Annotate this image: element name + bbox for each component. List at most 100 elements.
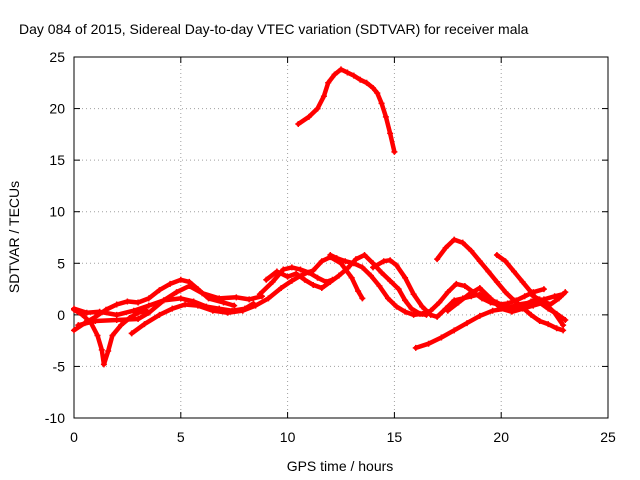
data-point (348, 274, 355, 281)
data-point (113, 317, 120, 324)
data-point (318, 258, 325, 265)
data-point (280, 266, 287, 273)
data-point (487, 295, 494, 302)
data-point (515, 301, 522, 308)
data-point (342, 258, 349, 265)
data-point (105, 347, 112, 354)
data-point (427, 311, 434, 318)
data-point (393, 262, 400, 269)
data-point (94, 332, 101, 339)
data-point (391, 148, 398, 155)
series-arc-14 (493, 252, 569, 324)
data-point (295, 121, 302, 128)
data-point (402, 308, 409, 315)
data-point (220, 299, 227, 306)
data-point (476, 285, 483, 292)
data-point (288, 277, 295, 284)
data-point (419, 310, 426, 317)
data-point (135, 299, 142, 306)
data-point (451, 236, 458, 243)
data-point (402, 297, 409, 304)
data-point (135, 315, 142, 322)
data-point (293, 270, 300, 277)
data-point (186, 282, 193, 289)
x-axis-label: GPS time / hours (287, 458, 394, 474)
data-point (145, 309, 152, 316)
data-point (209, 307, 216, 314)
data-point (425, 340, 432, 347)
axis-ticks: 0 5 10 15 20 25 -10 -5 0 5 10 15 20 25 (45, 49, 616, 445)
data-point (540, 286, 547, 293)
data-point (367, 272, 374, 279)
data-point (363, 79, 370, 86)
data-point (325, 79, 332, 86)
y-tick-label: -5 (53, 358, 66, 374)
series-arc-5 (128, 254, 366, 337)
data-point (555, 295, 562, 302)
data-point (83, 309, 90, 316)
data-point (444, 307, 451, 314)
y-tick-label: 10 (49, 204, 65, 220)
x-tick-label: 5 (177, 429, 185, 445)
data-point (284, 273, 291, 280)
data-point (117, 322, 124, 329)
y-tick-label: 0 (57, 307, 65, 323)
data-point (130, 307, 137, 314)
data-point (442, 244, 449, 251)
series-line (434, 237, 566, 333)
data-point (511, 268, 518, 275)
data-point (113, 311, 120, 318)
data-point (350, 260, 357, 267)
data-point (370, 264, 377, 271)
data-point (182, 301, 189, 308)
data-point (92, 318, 99, 325)
data-point (502, 258, 509, 265)
y-tick-label: 15 (49, 152, 65, 168)
data-point (109, 332, 116, 339)
data-point (560, 327, 567, 334)
data-point (387, 277, 394, 284)
data-series (71, 66, 569, 368)
data-point (239, 307, 246, 314)
data-point (173, 289, 180, 296)
data-point (395, 286, 402, 293)
data-point (560, 322, 567, 329)
data-point (476, 312, 483, 319)
data-point (124, 298, 131, 305)
data-point (393, 303, 400, 310)
data-point (320, 93, 327, 100)
data-point (252, 302, 259, 309)
data-point (263, 276, 270, 283)
data-point (338, 66, 344, 73)
data-point (521, 293, 528, 300)
series-arc-6 (256, 264, 336, 298)
data-point (410, 311, 417, 318)
data-point (545, 305, 552, 312)
data-point (297, 266, 304, 273)
data-point (419, 303, 426, 310)
data-point (71, 305, 77, 312)
data-point (359, 264, 366, 271)
data-point (498, 305, 505, 312)
data-point (378, 269, 385, 276)
data-point (530, 302, 537, 309)
data-point (160, 297, 167, 304)
data-point (376, 282, 383, 289)
data-point (402, 274, 409, 281)
data-point (382, 113, 389, 120)
data-point (71, 327, 77, 334)
data-point (453, 280, 460, 287)
data-point (384, 295, 391, 302)
data-point (493, 252, 500, 259)
data-point (278, 285, 285, 292)
data-point (216, 295, 223, 302)
data-point (451, 327, 458, 334)
data-point (455, 299, 462, 306)
data-point (167, 280, 174, 287)
data-point (485, 268, 492, 275)
data-point (361, 252, 368, 259)
data-point (519, 305, 526, 312)
data-point (528, 311, 535, 318)
data-point (511, 297, 518, 304)
